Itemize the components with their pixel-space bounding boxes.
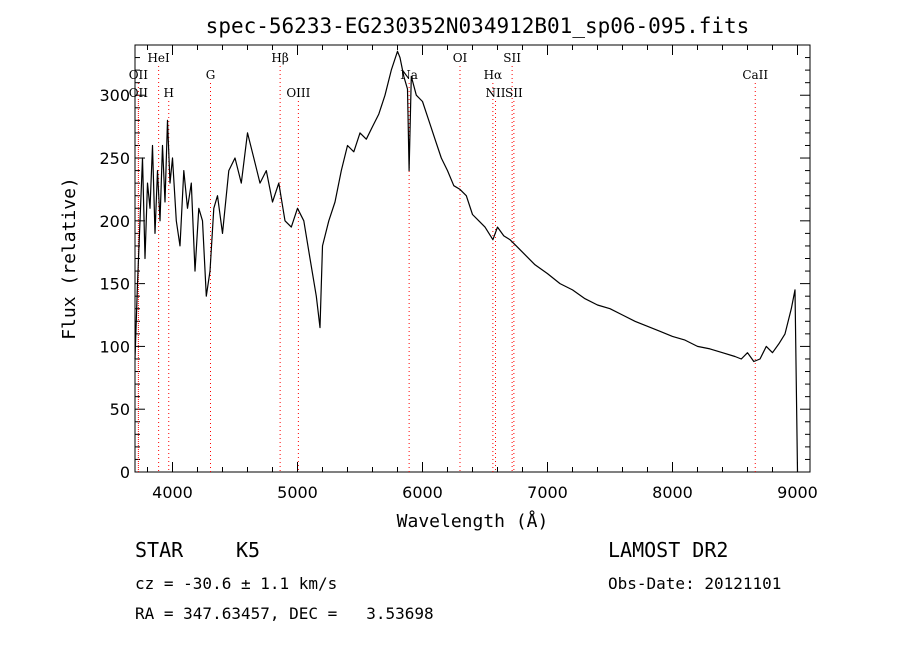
y-tick-label: 300 bbox=[99, 86, 130, 105]
x-tick-label: 6000 bbox=[402, 483, 443, 502]
y-tick-label: 50 bbox=[110, 400, 130, 419]
spectral-line-label: SII bbox=[505, 86, 523, 100]
spectral-line-label: H bbox=[164, 86, 174, 100]
y-tick-label: 0 bbox=[120, 463, 130, 482]
subclass-label: K5 bbox=[236, 538, 261, 562]
y-tick-label: 200 bbox=[99, 212, 130, 231]
y-tick-label: 150 bbox=[99, 275, 130, 294]
x-tick-label: 5000 bbox=[277, 483, 318, 502]
chart-title: spec-56233-EG230352N034912B01_sp06-095.f… bbox=[206, 14, 750, 38]
spectrum-series-line bbox=[134, 50, 799, 473]
spectral-line-label: OI bbox=[453, 51, 468, 65]
spectral-line-label: CaII bbox=[742, 68, 768, 82]
x-tick-label: 9000 bbox=[777, 483, 818, 502]
spectral-line-label: Hβ bbox=[271, 51, 288, 65]
obs-date-label: Obs-Date: 20121101 bbox=[608, 574, 782, 593]
spectral-line-label: SII bbox=[503, 51, 521, 65]
x-axis-label: Wavelength (Å) bbox=[397, 510, 549, 532]
plot-frame bbox=[134, 44, 811, 473]
object-class-label: STAR bbox=[135, 538, 184, 562]
spectral-line-label: NII bbox=[486, 86, 506, 100]
y-tick-label: 250 bbox=[99, 149, 130, 168]
survey-label: LAMOST DR2 bbox=[608, 538, 729, 562]
y-axis-label: Flux (relative) bbox=[59, 177, 80, 340]
y-tick-label: 100 bbox=[99, 337, 130, 356]
cz-label: cz = -30.6 ± 1.1 km/s bbox=[135, 574, 338, 593]
spectral-line-label: G bbox=[206, 68, 216, 82]
x-tick-label: 4000 bbox=[152, 483, 193, 502]
x-tick-label: 8000 bbox=[652, 483, 693, 502]
spectral-line-label: OIII bbox=[286, 86, 310, 100]
spectral-line-label: OII bbox=[129, 86, 149, 100]
spectral-line-label: OII bbox=[129, 68, 149, 82]
spectral-line-label: Hα bbox=[484, 68, 503, 82]
coords-label: RA = 347.63457, DEC = 3.53698 bbox=[135, 604, 434, 623]
spectral-line-label: HeI bbox=[147, 51, 170, 65]
x-tick-label: 7000 bbox=[527, 483, 568, 502]
